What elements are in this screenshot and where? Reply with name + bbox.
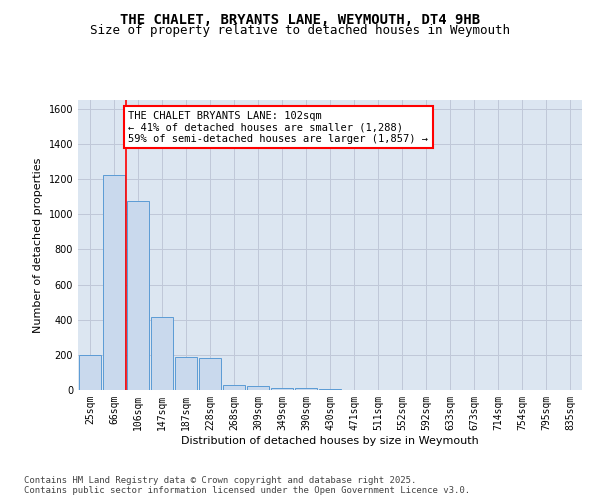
Bar: [103, 174, 125, 390]
Text: Contains HM Land Registry data © Crown copyright and database right 2025.
Contai: Contains HM Land Registry data © Crown c…: [24, 476, 470, 495]
X-axis label: Distribution of detached houses by size in Weymouth: Distribution of detached houses by size …: [181, 436, 479, 446]
Bar: [271, 388, 293, 390]
Text: Size of property relative to detached houses in Weymouth: Size of property relative to detached ho…: [90, 24, 510, 37]
Bar: [127, 201, 149, 390]
Text: THE CHALET, BRYANTS LANE, WEYMOUTH, DT4 9HB: THE CHALET, BRYANTS LANE, WEYMOUTH, DT4 …: [120, 12, 480, 26]
Bar: [247, 386, 269, 390]
Bar: [319, 389, 341, 390]
Bar: [223, 384, 245, 390]
Bar: [151, 317, 173, 390]
Text: THE CHALET BRYANTS LANE: 102sqm
← 41% of detached houses are smaller (1,288)
59%: THE CHALET BRYANTS LANE: 102sqm ← 41% of…: [128, 110, 428, 144]
Bar: [295, 388, 317, 390]
Y-axis label: Number of detached properties: Number of detached properties: [33, 158, 43, 332]
Bar: [175, 358, 197, 390]
Bar: [199, 358, 221, 390]
Bar: [79, 355, 101, 390]
